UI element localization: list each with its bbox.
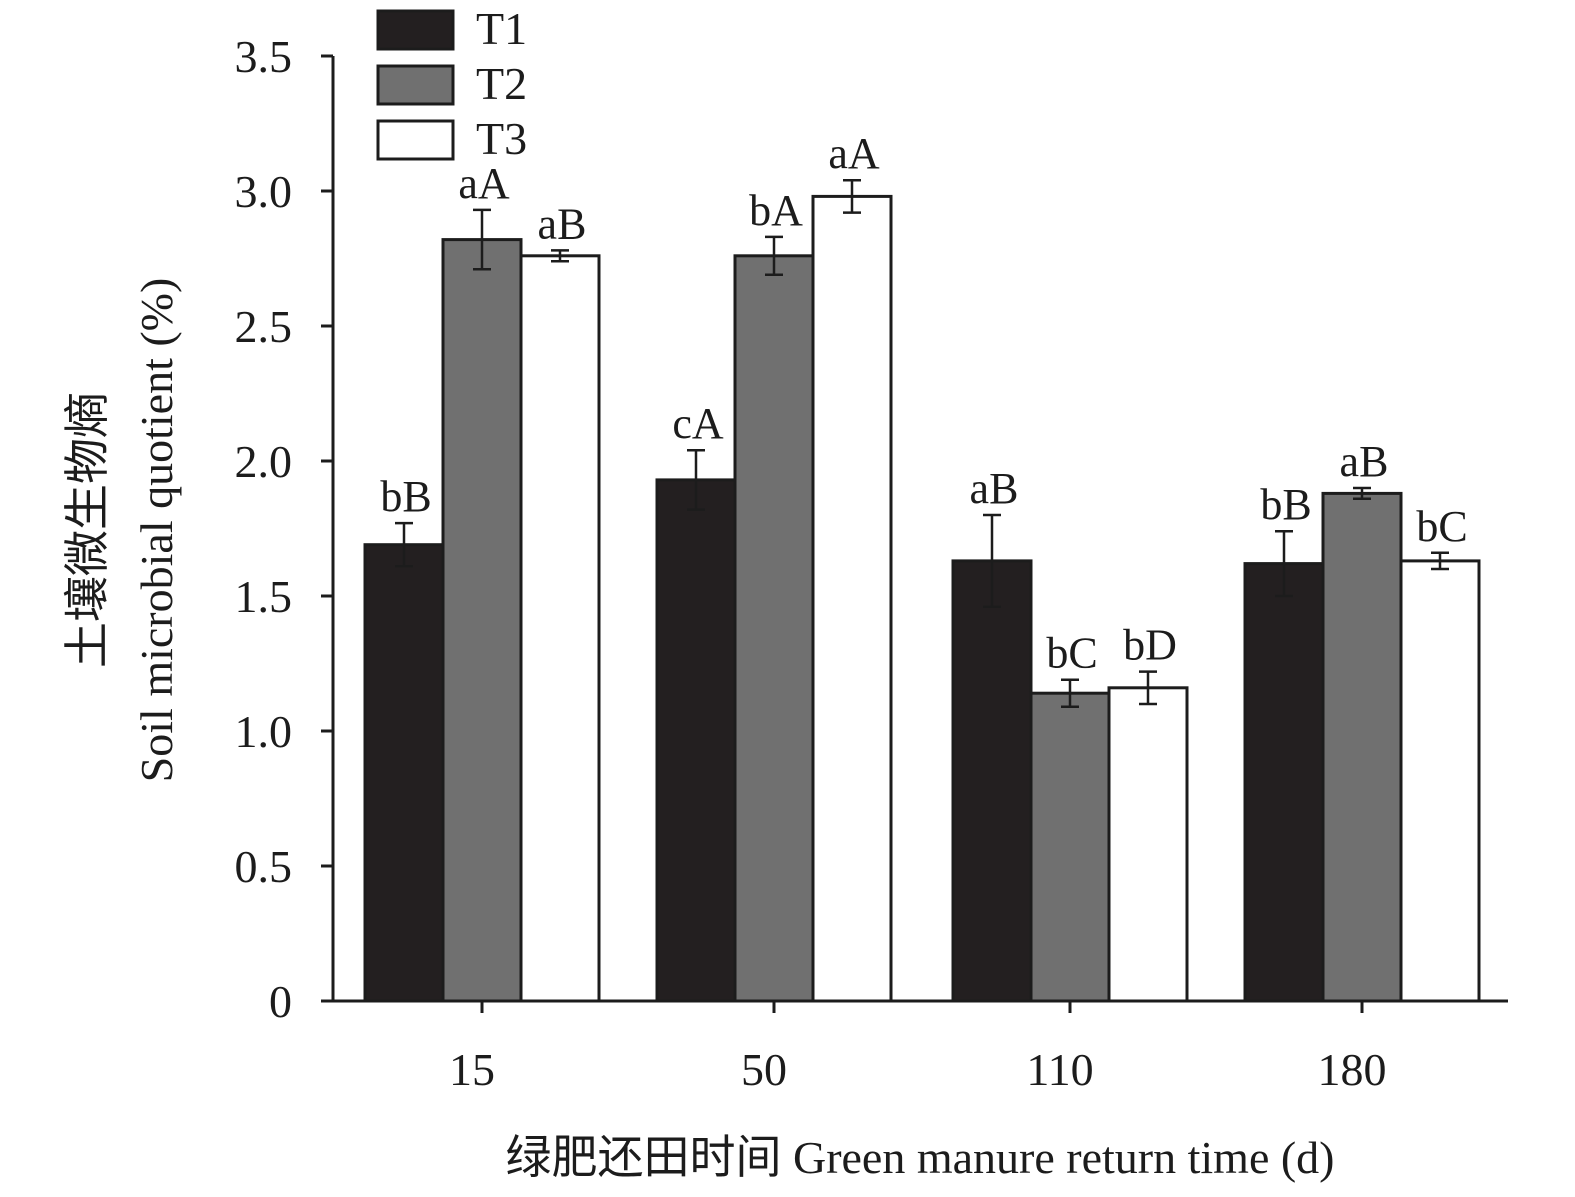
significance-label: bA [749, 186, 803, 235]
y-axis-title: 土壤微生物熵 Soil microbial quotient (%) [62, 278, 182, 783]
bar-t3-180 [1399, 559, 1481, 1003]
bar-t3-50 [811, 194, 893, 1003]
y-tick-label: 1.0 [235, 706, 293, 757]
y-tick-label: 1.5 [235, 571, 293, 622]
significance-label: aA [828, 129, 880, 178]
error-bars [395, 178, 1449, 708]
significance-label: aB [1340, 437, 1389, 486]
y-tick-label: 0.5 [235, 841, 293, 892]
bars [363, 194, 1481, 1003]
legend-label-t3: T3 [476, 113, 527, 164]
x-axis-title: 绿肥还田时间 Green manure return time (d) [505, 1132, 1334, 1183]
bar-t2-110 [1029, 691, 1111, 1003]
significance-labels: bB aA aB cA bA aA aB bC bD bB aB bC [380, 129, 1467, 678]
significance-label: aA [458, 159, 510, 208]
y-axis-title-cn: 土壤微生物熵 [62, 392, 113, 668]
y-tick-label: 0 [269, 976, 292, 1027]
axes: 0 0.5 1.0 1.5 2.0 2.5 3.0 3.5 15 50 110 180 [235, 31, 1508, 1095]
significance-label: bC [1046, 629, 1097, 678]
x-tick-label: 110 [1026, 1044, 1093, 1095]
bar-t3-110 [1107, 686, 1189, 1003]
legend-swatch-t3 [376, 119, 455, 161]
legend-label-t1: T1 [476, 3, 527, 54]
bar-t1-180 [1243, 562, 1325, 1003]
bar-t1-50 [655, 478, 737, 1003]
significance-label: aB [538, 199, 587, 248]
x-tick-label: 180 [1318, 1044, 1387, 1095]
significance-label: cA [672, 399, 724, 448]
y-tick-label: 3.0 [235, 166, 293, 217]
y-tick-label: 3.5 [235, 31, 293, 82]
significance-label: bD [1123, 621, 1177, 670]
y-axis-title-en: Soil microbial quotient (%) [131, 278, 182, 783]
bar-t1-15 [363, 543, 445, 1003]
bar-t2-15 [441, 238, 523, 1003]
y-tick-label: 2.5 [235, 301, 293, 352]
significance-label: bC [1416, 502, 1467, 551]
legend-swatch-t2 [376, 64, 455, 106]
bar-t3-15 [519, 254, 601, 1003]
bar-t2-180 [1321, 491, 1403, 1003]
legend-swatch-t1 [376, 9, 455, 51]
significance-label: bB [380, 472, 431, 521]
x-tick-label: 15 [449, 1044, 495, 1095]
bar-t2-50 [733, 254, 815, 1003]
y-tick-label: 2.0 [235, 436, 293, 487]
x-tick-label: 50 [741, 1044, 787, 1095]
significance-label: aB [970, 464, 1019, 513]
significance-label: bB [1260, 480, 1311, 529]
legend-label-t2: T2 [476, 58, 527, 109]
bar-t1-110 [951, 559, 1033, 1003]
